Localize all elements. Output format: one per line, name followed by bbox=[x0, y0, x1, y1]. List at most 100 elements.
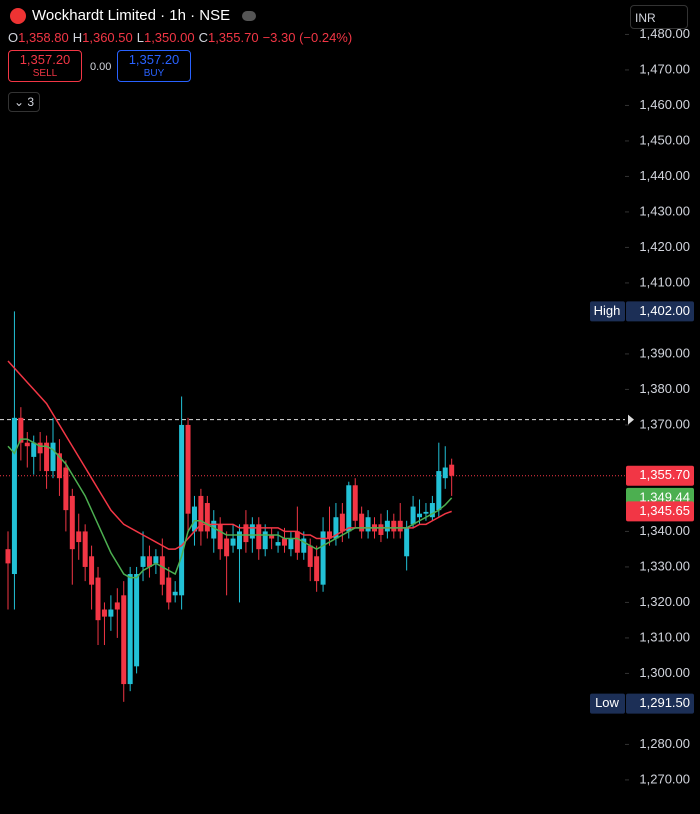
y-tick-label: 1,300.00 bbox=[639, 665, 690, 680]
candle-body bbox=[294, 531, 300, 553]
candle-body bbox=[301, 538, 307, 553]
candle-body bbox=[339, 513, 345, 532]
y-tick-label: 1,370.00 bbox=[639, 416, 690, 431]
y-tick-label: 1,340.00 bbox=[639, 523, 690, 538]
candle-body bbox=[134, 574, 140, 667]
candle-body bbox=[198, 495, 204, 532]
candle-body bbox=[76, 531, 82, 543]
candle-body bbox=[217, 524, 223, 550]
candle-body bbox=[114, 602, 120, 610]
candle-body bbox=[101, 609, 107, 617]
logo bbox=[10, 7, 26, 24]
y-tick-label: 1,410.00 bbox=[639, 274, 690, 289]
indicators-count: 3 bbox=[27, 95, 35, 109]
candle-body bbox=[243, 524, 249, 543]
y-tick-label: 1,420.00 bbox=[639, 239, 690, 254]
ohlc-row: O1,358.80 H1,360.50 L1,350.00 C1,355.70 −3.3… bbox=[8, 30, 352, 45]
alert-marker bbox=[628, 414, 634, 425]
candle-body bbox=[314, 556, 320, 582]
candle-body bbox=[281, 538, 287, 546]
ohlc-value: 1,358.80 bbox=[18, 30, 69, 45]
y-tick-label: 1,480.00 bbox=[639, 26, 690, 41]
candle-body bbox=[224, 538, 230, 557]
candle-body bbox=[378, 524, 384, 535]
y-tick-label: 1,310.00 bbox=[639, 629, 690, 644]
candle-body bbox=[5, 549, 11, 564]
sell-price: 1,357.20 bbox=[19, 52, 71, 67]
candle-body bbox=[320, 531, 326, 585]
price-label: 1,349.44 bbox=[639, 489, 690, 504]
price-label: 1,402.00 bbox=[639, 303, 690, 318]
candle-body bbox=[211, 520, 217, 539]
candle-body bbox=[384, 520, 390, 532]
y-tick-label: 1,460.00 bbox=[639, 97, 690, 112]
candle-body bbox=[18, 417, 24, 443]
symbol-title[interactable]: Wockhardt Limited · 1h · NSE bbox=[32, 7, 231, 24]
ohlc-key: C bbox=[198, 30, 208, 45]
candle-body bbox=[417, 513, 423, 518]
price-label-name: High bbox=[594, 303, 621, 318]
y-tick-label: 1,320.00 bbox=[639, 594, 690, 609]
ohlc-key: O bbox=[8, 30, 19, 45]
price-label-name-box bbox=[590, 693, 625, 714]
candle-body bbox=[391, 520, 397, 532]
candle-body bbox=[410, 506, 416, 525]
currency-select[interactable]: INR bbox=[630, 5, 688, 29]
price-label-box bbox=[626, 465, 694, 486]
candle-body bbox=[327, 531, 332, 539]
candle-body bbox=[288, 538, 294, 550]
y-tick-label: 1,440.00 bbox=[639, 168, 690, 183]
price-label-name-box bbox=[590, 301, 625, 322]
y-tick-label: 1,430.00 bbox=[639, 203, 690, 218]
candle-body bbox=[185, 424, 191, 514]
status-icon bbox=[242, 10, 257, 21]
candle-body bbox=[449, 464, 455, 476]
ohlc-key: H bbox=[72, 30, 83, 45]
candle-body bbox=[404, 527, 410, 557]
candle-body bbox=[307, 545, 313, 567]
candle-body bbox=[236, 531, 242, 550]
buy-button[interactable]: 1,357.20 BUY bbox=[117, 50, 191, 82]
candle-body bbox=[442, 467, 448, 479]
candle-body bbox=[397, 520, 403, 532]
price-axis-bg bbox=[625, 0, 700, 814]
candle-body bbox=[95, 577, 101, 621]
indicators-toggle[interactable]: ⌄ 3 bbox=[8, 92, 40, 112]
candle-body bbox=[179, 424, 185, 596]
candle-body bbox=[121, 595, 127, 685]
ohlc-key: L bbox=[136, 30, 144, 45]
price-label-name: Low bbox=[595, 695, 619, 710]
price-label: 1,291.50 bbox=[639, 695, 690, 710]
change: −3.30 (−0.24%) bbox=[262, 30, 353, 45]
candle-body bbox=[69, 495, 75, 550]
y-tick-label: 1,380.00 bbox=[639, 381, 690, 396]
candle-body bbox=[436, 471, 442, 511]
price-label: 1,345.65 bbox=[639, 503, 690, 518]
title-row: Wockhardt Limited · 1h · NSE bbox=[10, 7, 257, 24]
candle-body bbox=[204, 503, 210, 532]
candle-body bbox=[127, 574, 133, 685]
y-tick-label: 1,470.00 bbox=[639, 61, 690, 76]
buy-label: BUY bbox=[143, 68, 165, 79]
price-label: 1,355.70 bbox=[639, 467, 690, 482]
candle-body bbox=[31, 442, 37, 457]
candle-body bbox=[140, 556, 146, 567]
candle-body bbox=[191, 506, 197, 532]
y-tick-label: 1,270.00 bbox=[639, 771, 690, 786]
candle-body bbox=[56, 453, 62, 479]
candle-body bbox=[275, 542, 281, 546]
sell-button[interactable]: 1,357.20 SELL bbox=[8, 50, 82, 82]
candle-body bbox=[172, 591, 178, 596]
candle-body bbox=[108, 609, 114, 617]
candle-body bbox=[359, 513, 365, 532]
candle-body bbox=[333, 517, 339, 539]
candle-body bbox=[249, 524, 255, 539]
candle-body bbox=[37, 442, 43, 454]
candle-body bbox=[230, 538, 236, 546]
candle-body bbox=[159, 556, 165, 585]
price-label-box bbox=[626, 301, 694, 322]
ohlc-value: 1,350.00 bbox=[143, 30, 195, 45]
candle-body bbox=[44, 442, 50, 472]
